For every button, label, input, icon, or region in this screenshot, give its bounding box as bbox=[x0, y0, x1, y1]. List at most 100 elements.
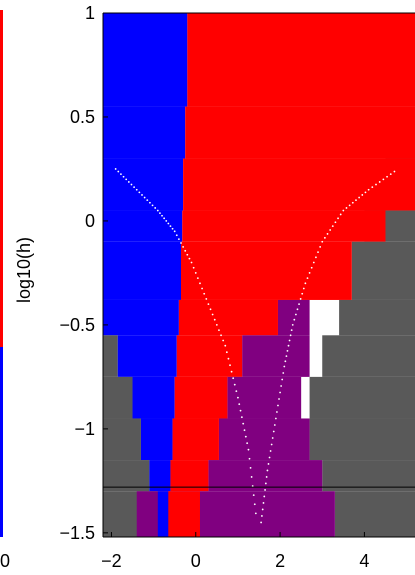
dotted-curve-left-point bbox=[114, 168, 117, 170]
x-tick-label: 2 bbox=[275, 551, 285, 571]
dotted-curve-left-point bbox=[125, 178, 128, 181]
blue-region-cell bbox=[103, 299, 179, 336]
red-region-cell bbox=[168, 491, 200, 537]
dotted-curve-right-point bbox=[371, 186, 374, 189]
gray-region-cell bbox=[309, 418, 415, 461]
dotted-curve-right-point bbox=[270, 443, 273, 446]
dotted-curve-left-point bbox=[250, 476, 253, 478]
y-tick-label: −1 bbox=[74, 419, 95, 439]
blue-region-cell bbox=[103, 210, 183, 242]
blue-region-cell bbox=[117, 335, 177, 377]
left-panel-fragment: 0 bbox=[0, 10, 10, 571]
dotted-curve-right-point bbox=[319, 246, 322, 248]
gray-region-cell bbox=[322, 335, 415, 377]
y-ticks: 1 0.5 0 −0.5 −1 −1.5 bbox=[59, 3, 108, 543]
dotted-curve-right-point bbox=[299, 298, 302, 300]
dotted-curve-left-point bbox=[201, 287, 203, 290]
dotted-curve-right-point bbox=[260, 515, 263, 517]
dotted-curve-left-point bbox=[209, 308, 212, 311]
dotted-curve-left-point bbox=[190, 261, 193, 264]
purple-region-cell bbox=[208, 460, 323, 492]
dotted-curve-right-point bbox=[262, 502, 265, 504]
dotted-curve-right-point bbox=[296, 308, 299, 311]
dotted-curve-left-point bbox=[253, 503, 256, 506]
dotted-curve-left-point bbox=[247, 448, 250, 451]
left-panel-blue-strip bbox=[0, 347, 3, 537]
gray-region-cell bbox=[339, 299, 415, 336]
dotted-curve-right-point bbox=[261, 508, 264, 511]
dotted-curve-right-point bbox=[312, 261, 315, 264]
dotted-curve-right-point bbox=[272, 430, 275, 433]
dotted-curve-left-point bbox=[154, 207, 157, 209]
gray-region-cell bbox=[322, 460, 415, 492]
dotted-curve-left-point bbox=[237, 396, 239, 399]
dotted-curve-left-point bbox=[143, 196, 146, 199]
dotted-curve-right-point bbox=[302, 287, 305, 290]
dotted-curve-right-point bbox=[263, 495, 266, 498]
dotted-curve-left-point bbox=[254, 512, 257, 515]
x-ticks: −2 0 2 4 bbox=[101, 532, 369, 571]
dotted-curve-left-point bbox=[203, 292, 206, 295]
dotted-curve-left-point bbox=[184, 249, 187, 252]
dotted-curve-right-point bbox=[329, 229, 332, 231]
dotted-curve-right-point bbox=[323, 236, 326, 239]
dotted-curve-right-point bbox=[268, 456, 271, 459]
left-panel-red-strip bbox=[0, 10, 3, 347]
dotted-curve-left-point bbox=[205, 298, 208, 300]
dotted-curve-left-point bbox=[169, 225, 172, 228]
dotted-curve-right-point bbox=[334, 221, 337, 224]
purple-region-cell bbox=[242, 335, 310, 377]
dotted-curve-right-point bbox=[264, 482, 267, 485]
gray-region-cell bbox=[309, 376, 415, 419]
dotted-curve-left-point bbox=[249, 466, 252, 469]
dotted-curve-left-point bbox=[220, 334, 222, 337]
dotted-curve-right-point bbox=[321, 240, 324, 243]
blue-region-cell bbox=[140, 418, 173, 461]
dotted-curve-right-point bbox=[274, 417, 277, 420]
dotted-curve-left-point bbox=[248, 457, 251, 460]
dotted-curve-right-point bbox=[386, 175, 388, 178]
dotted-curve-right-point bbox=[288, 339, 291, 342]
x-tick-label: 0 bbox=[191, 551, 201, 571]
dotted-curve-left-point bbox=[207, 303, 210, 306]
gray-region-cell bbox=[103, 335, 118, 377]
dotted-curve-right-point bbox=[283, 365, 286, 368]
y-tick-label: 1 bbox=[85, 3, 95, 23]
dotted-curve-right-point bbox=[294, 313, 297, 316]
blue-region-cell bbox=[103, 241, 181, 300]
red-region-cell bbox=[176, 335, 243, 377]
y-tick-label: −1.5 bbox=[59, 523, 95, 543]
gray-region-cell bbox=[351, 241, 415, 300]
blue-region-cell bbox=[103, 13, 188, 107]
dotted-curve-right-point bbox=[301, 292, 304, 295]
dotted-curve-left-point bbox=[127, 181, 130, 183]
dotted-curve-right-point bbox=[298, 303, 300, 306]
dotted-curve-left-point bbox=[182, 246, 185, 248]
gray-region-cell bbox=[103, 376, 133, 419]
y-tick-label: 0.5 bbox=[70, 107, 95, 127]
dotted-curve-right-point bbox=[265, 476, 268, 478]
dotted-curve-right-point bbox=[266, 469, 269, 472]
dotted-curve-right-point bbox=[282, 372, 285, 374]
dotted-curve-right-point bbox=[271, 437, 274, 439]
blue-region-cell bbox=[132, 376, 175, 419]
dotted-curve-left-point bbox=[227, 357, 230, 360]
red-region-cell bbox=[187, 13, 415, 107]
dotted-curve-left-point bbox=[242, 422, 245, 425]
purple-region-cell bbox=[227, 376, 302, 419]
red-region-cell bbox=[170, 460, 209, 492]
dotted-curve-right-point bbox=[367, 188, 370, 191]
dotted-curve-right-point bbox=[361, 194, 364, 196]
dotted-curve-right-point bbox=[281, 378, 284, 381]
y-tick-label: −0.5 bbox=[59, 315, 95, 335]
dotted-curve-right-point bbox=[393, 170, 396, 173]
dotted-curve-right-point bbox=[375, 183, 377, 186]
dotted-curve-left-point bbox=[167, 222, 170, 225]
dotted-curve-left-point bbox=[246, 442, 249, 445]
dotted-curve-left-point bbox=[175, 234, 178, 237]
dotted-curve-left-point bbox=[165, 220, 168, 222]
dotted-curve-left-point bbox=[138, 191, 141, 194]
blue-region-cell bbox=[149, 460, 171, 492]
dotted-curve-left-point bbox=[215, 324, 218, 326]
